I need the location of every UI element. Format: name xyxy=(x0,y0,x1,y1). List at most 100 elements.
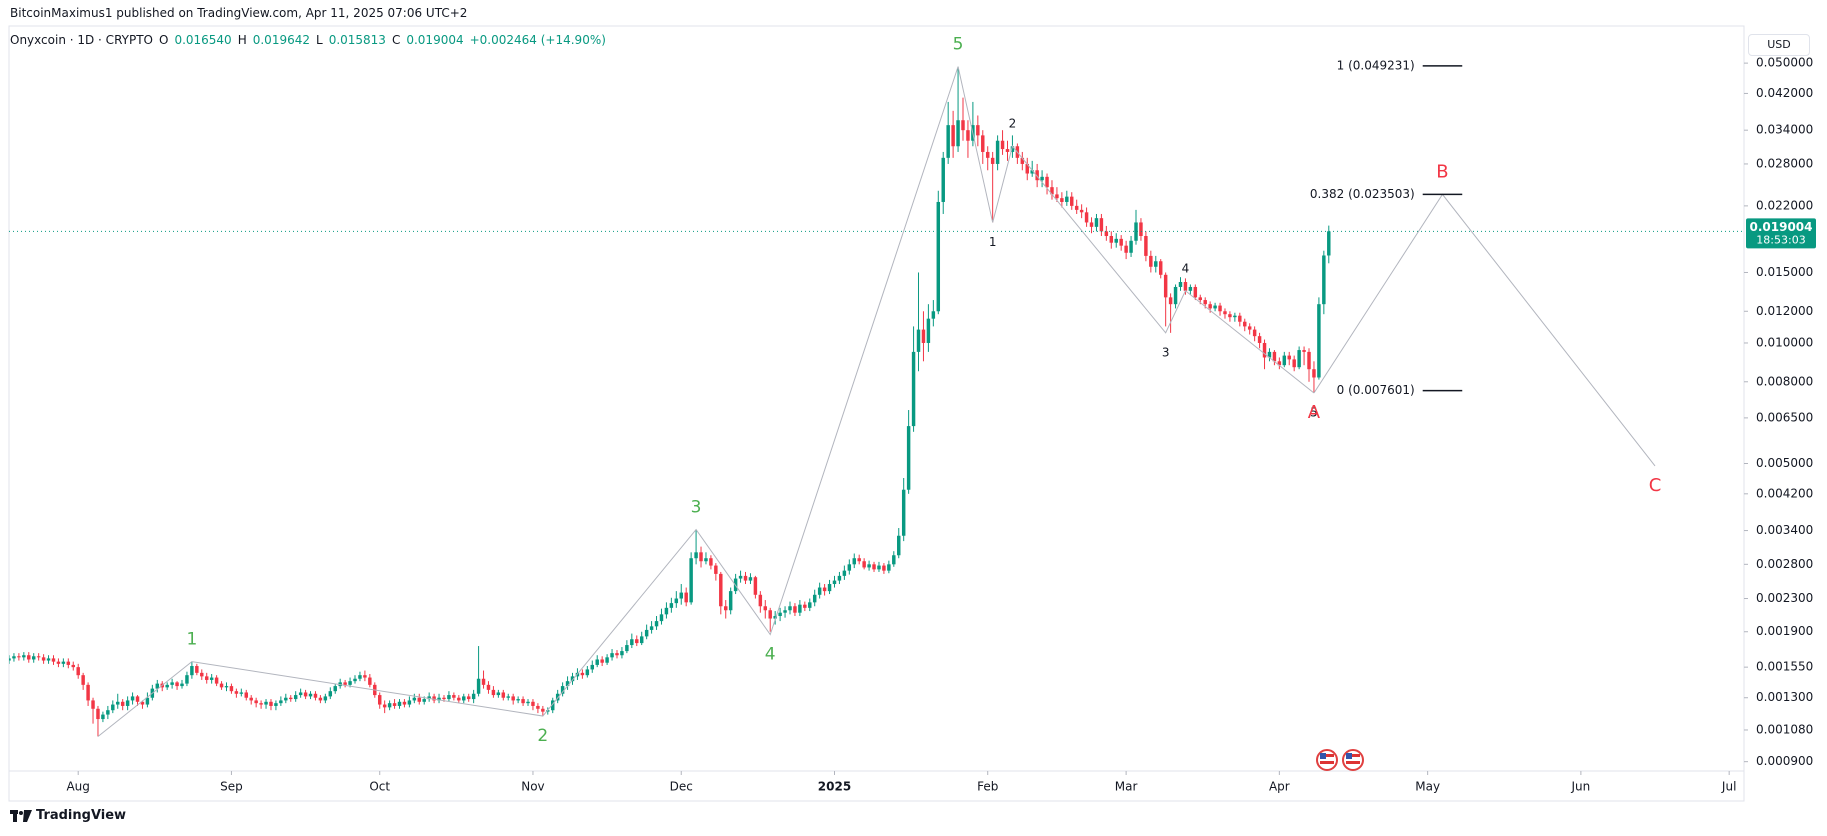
countdown-label: 18:53:03 xyxy=(1756,233,1805,246)
candle-body xyxy=(1030,170,1034,174)
flag-stripe xyxy=(1320,754,1334,757)
y-tick-label: 0.002800 xyxy=(1756,557,1813,571)
candle-body xyxy=(610,653,614,658)
candle-body xyxy=(778,612,782,617)
x-tick-label: Feb xyxy=(977,780,998,794)
currency: USD xyxy=(1748,34,1810,56)
candle-body xyxy=(1188,286,1193,291)
wave-label: B xyxy=(1436,161,1448,182)
candle-body xyxy=(387,703,392,708)
footer: TradingView xyxy=(10,808,126,823)
candle-body xyxy=(1055,194,1059,199)
candle-body xyxy=(867,564,871,568)
candle-body xyxy=(155,683,160,689)
candle-body xyxy=(91,700,95,709)
candle-body xyxy=(120,701,125,706)
candle-body xyxy=(635,639,639,644)
candle-body xyxy=(887,564,891,571)
candle-body xyxy=(531,701,535,706)
wave-label: 2 xyxy=(537,726,548,746)
candle-body xyxy=(318,697,323,701)
wave-label: 2 xyxy=(1009,117,1017,131)
publisher-line: BitcoinMaximus1 published on TradingView… xyxy=(10,6,467,20)
candle-body xyxy=(106,710,110,715)
candle-body xyxy=(86,684,90,701)
candle-body xyxy=(1322,255,1326,305)
candle-body xyxy=(31,656,36,660)
candle-body xyxy=(501,692,506,698)
wave-label: 5 xyxy=(953,35,964,55)
candle-body xyxy=(1050,187,1054,195)
candle-body xyxy=(264,701,268,705)
candle-body xyxy=(1257,336,1262,343)
candle-body xyxy=(1173,286,1178,305)
candle-body xyxy=(1020,157,1025,164)
candle-body xyxy=(239,692,244,694)
candle-body xyxy=(1149,255,1153,267)
candle-body xyxy=(837,575,842,581)
candle-body xyxy=(447,695,451,700)
candle-body xyxy=(1099,218,1104,232)
candle-body xyxy=(1223,311,1227,315)
candle-body xyxy=(363,675,367,678)
candle-body xyxy=(649,626,654,630)
candle-body xyxy=(931,311,936,319)
candle-body xyxy=(1243,321,1247,327)
candle-body xyxy=(788,606,792,611)
candle-body xyxy=(51,658,56,662)
flag-stripe xyxy=(1320,761,1334,764)
candle-body xyxy=(397,701,402,706)
candle-body xyxy=(620,651,624,656)
candle-body xyxy=(1114,238,1118,243)
candle-body xyxy=(580,672,585,676)
candle-body xyxy=(551,700,555,711)
x-tick-label: Nov xyxy=(521,780,544,794)
x-tick-label: Mar xyxy=(1115,780,1138,794)
candle-body xyxy=(1287,355,1291,360)
candle-body xyxy=(1089,222,1094,227)
candle-body xyxy=(1045,176,1049,188)
candle-body xyxy=(41,657,46,661)
candle-body xyxy=(476,678,481,694)
candle-body xyxy=(546,710,550,712)
candle-body xyxy=(244,692,248,698)
candle-body xyxy=(125,700,130,706)
candle-body xyxy=(1262,342,1267,358)
candle-body xyxy=(427,696,431,700)
x-tick-label: Aug xyxy=(66,780,89,794)
candle-body xyxy=(748,577,753,581)
chart-frame xyxy=(8,25,1745,802)
candle-body xyxy=(1233,315,1237,318)
candle-body xyxy=(590,664,595,670)
candle-body xyxy=(130,696,135,701)
candle-body xyxy=(664,607,669,615)
candle-body xyxy=(81,675,85,685)
candle-body xyxy=(407,700,412,705)
candle-body xyxy=(630,639,634,646)
candle-body xyxy=(165,684,169,688)
candle-body xyxy=(941,157,945,202)
candle-body xyxy=(412,697,417,701)
candle-body xyxy=(279,700,283,704)
candle-body xyxy=(1139,222,1143,237)
candle-body xyxy=(56,661,61,664)
wave-label: 4 xyxy=(765,645,776,665)
candle-body xyxy=(654,621,659,627)
candle-body xyxy=(1158,261,1163,275)
candle-body xyxy=(432,696,436,701)
y-tick-label: 0.005000 xyxy=(1756,456,1813,470)
candle-body xyxy=(135,696,140,702)
candle-body xyxy=(615,653,619,656)
candle-body xyxy=(1070,196,1074,206)
candle-body xyxy=(382,704,387,708)
wave-label: 5 xyxy=(1310,405,1318,419)
candle-body xyxy=(1154,261,1158,267)
wave-label: 3 xyxy=(1162,345,1170,359)
y-tick-label: 0.015000 xyxy=(1756,265,1813,279)
candle-body xyxy=(323,696,328,701)
candle-body xyxy=(1124,245,1128,253)
candle-body xyxy=(966,130,970,141)
wave-line xyxy=(1313,193,1656,467)
candle-body xyxy=(689,558,693,603)
